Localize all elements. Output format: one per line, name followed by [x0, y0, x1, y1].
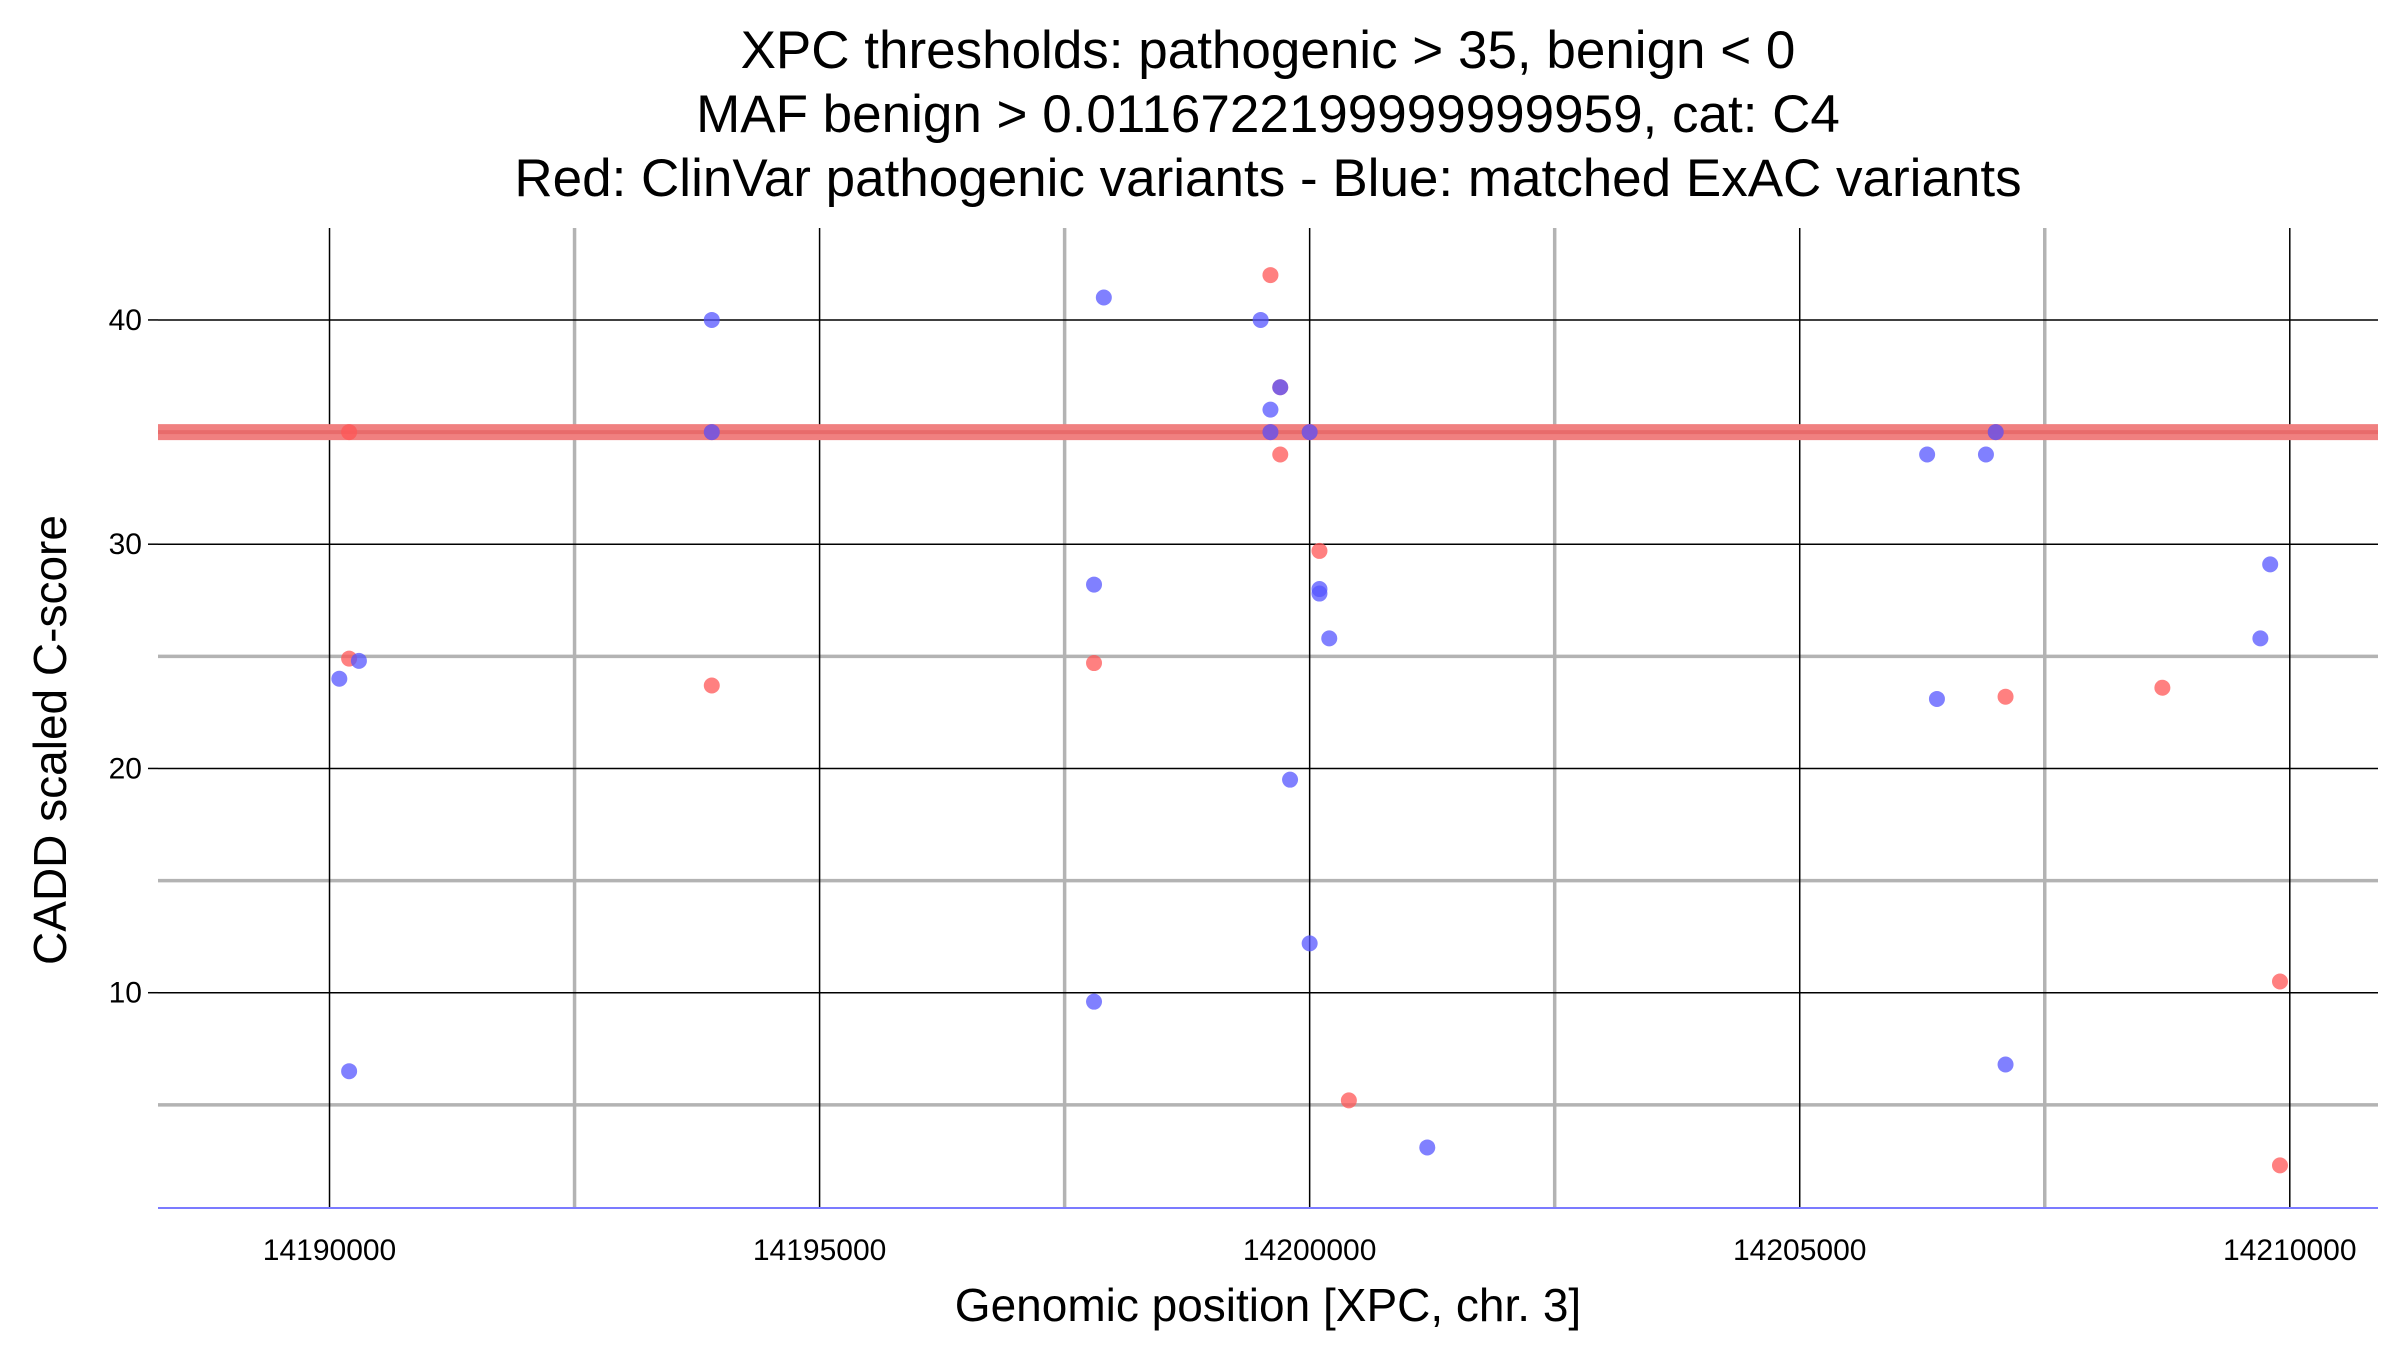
- data-point: [1321, 630, 1338, 647]
- chart-title: XPC thresholds: pathogenic > 35, benign …: [514, 21, 2021, 208]
- data-points: [331, 267, 2288, 1174]
- data-point: [350, 652, 367, 669]
- data-point: [1928, 690, 1945, 707]
- y-tick-label: 30: [109, 528, 142, 561]
- data-point: [1272, 446, 1289, 463]
- data-point: [1095, 289, 1112, 306]
- data-point: [1301, 935, 1318, 952]
- y-tick-label: 20: [109, 752, 142, 785]
- data-point: [2271, 1157, 2288, 1174]
- series-0: [341, 267, 2288, 1174]
- data-point: [1262, 424, 1279, 441]
- data-point: [1340, 1092, 1357, 1109]
- x-tick-label: 14200000: [1243, 1234, 1376, 1267]
- y-axis-ticks: 10 20 30 40: [109, 304, 158, 1010]
- title-line-1: XPC thresholds: pathogenic > 35, benign …: [741, 21, 1796, 80]
- data-point: [341, 424, 358, 441]
- data-point: [2271, 973, 2288, 990]
- data-point: [2154, 679, 2171, 696]
- x-tick-label: 14205000: [1733, 1234, 1866, 1267]
- title-line-2: MAF benign > 0.0116722199999999959, cat:…: [696, 85, 1840, 144]
- data-point: [1282, 771, 1299, 788]
- y-axis-label: CADD scaled C-score: [24, 515, 76, 965]
- data-point: [703, 311, 720, 328]
- data-point: [331, 670, 348, 687]
- x-axis-ticks: 14190000 14195000 14200000 14205000 14210000: [263, 1234, 2357, 1267]
- data-point: [1086, 993, 1103, 1010]
- data-point: [1311, 585, 1328, 602]
- x-tick-label: 14210000: [2223, 1234, 2356, 1267]
- data-point: [703, 424, 720, 441]
- data-point: [1252, 311, 1269, 328]
- data-point: [1997, 1056, 2014, 1073]
- minor-gridlines: [158, 228, 2378, 1208]
- y-tick-label: 40: [109, 304, 142, 337]
- x-axis-label: Genomic position [XPC, chr. 3]: [955, 1279, 1581, 1331]
- x-tick-label: 14190000: [263, 1234, 396, 1267]
- data-point: [1301, 424, 1318, 441]
- data-point: [703, 677, 720, 694]
- data-point: [1987, 424, 2004, 441]
- data-point: [1086, 576, 1103, 593]
- data-point: [1997, 688, 2014, 705]
- y-tick-label: 10: [109, 977, 142, 1010]
- data-point: [2252, 630, 2269, 647]
- data-point: [1086, 655, 1103, 672]
- data-point: [1977, 446, 1994, 463]
- data-point: [1262, 267, 1279, 284]
- data-point: [1272, 379, 1289, 396]
- data-point: [1262, 401, 1279, 418]
- data-point: [2262, 556, 2279, 573]
- x-tick-label: 14195000: [753, 1234, 886, 1267]
- data-point: [1919, 446, 1936, 463]
- series-1: [331, 289, 2279, 1156]
- data-point: [1419, 1139, 1436, 1156]
- data-point: [1311, 542, 1328, 559]
- title-line-3: Red: ClinVar pathogenic variants - Blue:…: [514, 149, 2021, 208]
- data-point: [341, 1063, 358, 1080]
- plot-area: [158, 228, 2378, 1209]
